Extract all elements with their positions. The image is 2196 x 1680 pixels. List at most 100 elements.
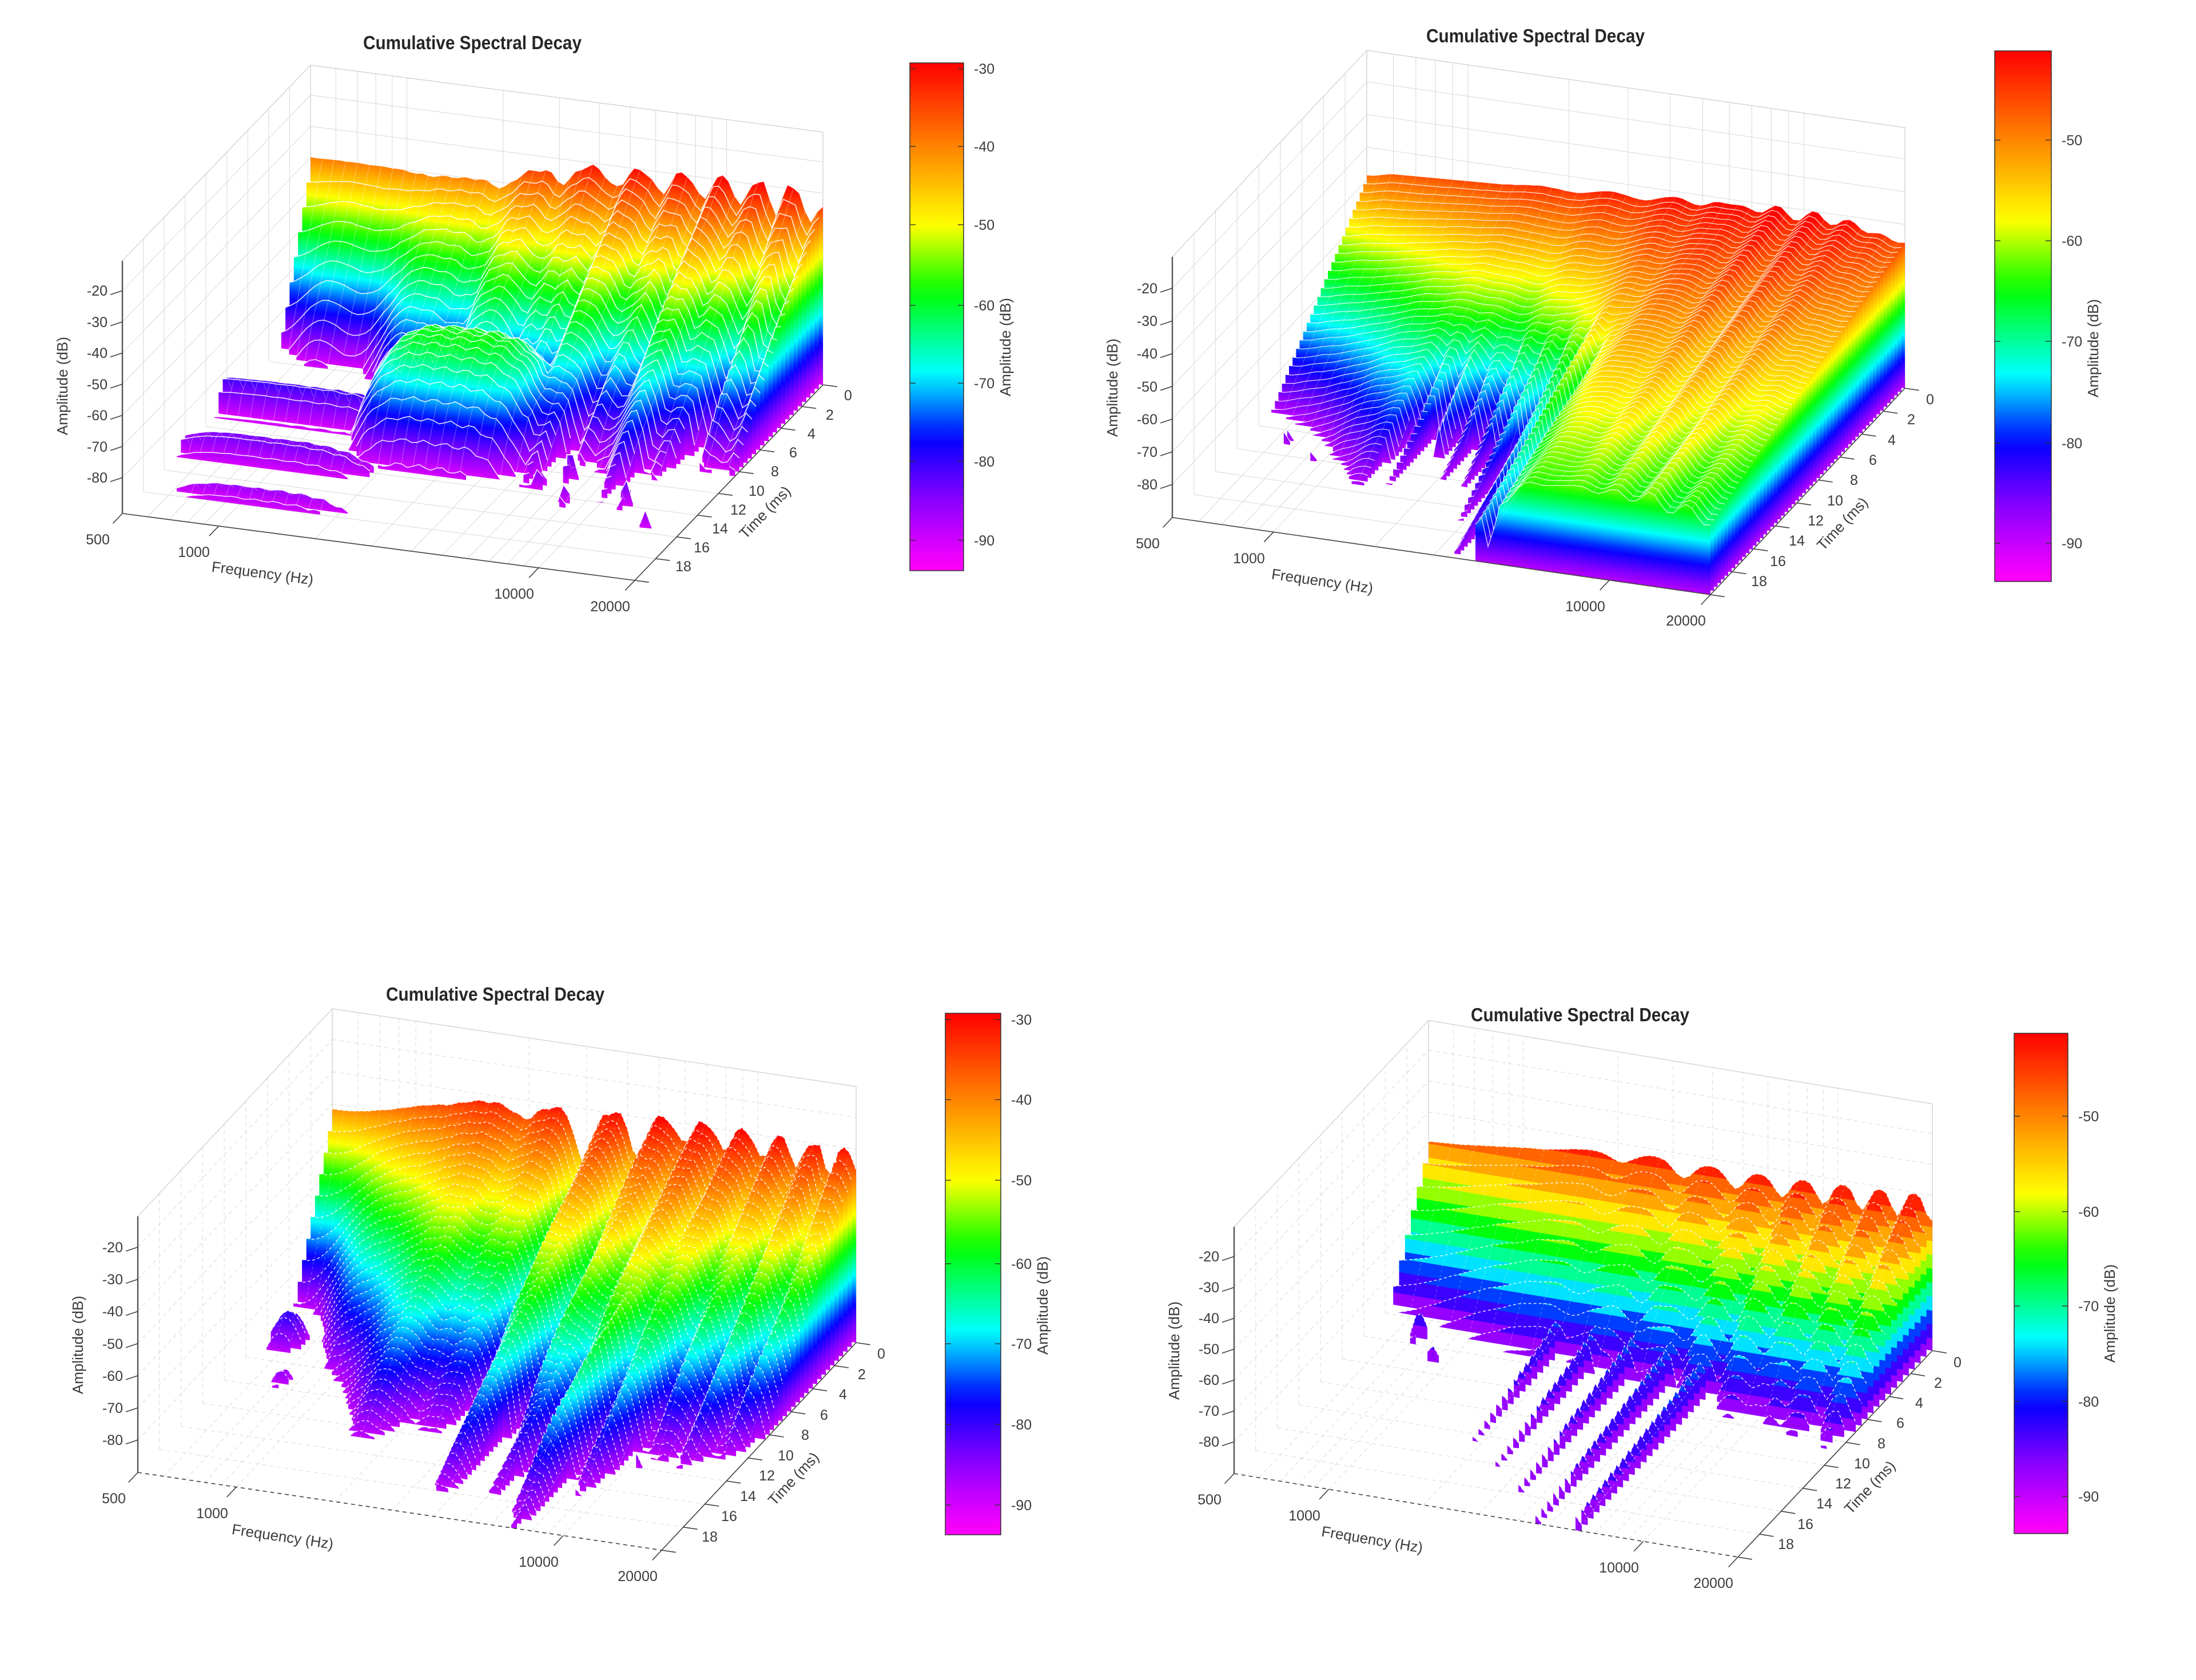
svg-text:-90: -90 xyxy=(2062,536,2082,552)
svg-text:-50: -50 xyxy=(2078,1109,2099,1125)
svg-text:-80: -80 xyxy=(2078,1394,2099,1410)
svg-text:-70: -70 xyxy=(1011,1336,1032,1352)
svg-text:10000: 10000 xyxy=(494,586,534,602)
svg-text:8: 8 xyxy=(1850,472,1858,488)
svg-text:14: 14 xyxy=(712,521,728,537)
svg-text:Amplitude (dB): Amplitude (dB) xyxy=(54,337,71,435)
svg-text:10000: 10000 xyxy=(1565,599,1605,615)
svg-text:-70: -70 xyxy=(87,439,108,455)
svg-text:Amplitude (dB): Amplitude (dB) xyxy=(69,1296,86,1394)
svg-text:16: 16 xyxy=(694,540,710,556)
svg-text:-60: -60 xyxy=(2062,233,2082,249)
svg-text:6: 6 xyxy=(820,1407,828,1423)
svg-text:Amplitude (dB): Amplitude (dB) xyxy=(2084,299,2102,397)
svg-text:20000: 20000 xyxy=(1693,1575,1733,1591)
svg-text:-40: -40 xyxy=(1199,1311,1219,1327)
svg-text:-20: -20 xyxy=(1199,1249,1219,1265)
svg-text:-30: -30 xyxy=(1199,1280,1219,1296)
svg-text:18: 18 xyxy=(1751,574,1767,590)
svg-text:18: 18 xyxy=(675,559,691,575)
svg-text:-80: -80 xyxy=(1137,477,1157,493)
svg-text:12: 12 xyxy=(730,502,746,518)
svg-text:-70: -70 xyxy=(1137,444,1157,460)
svg-text:6: 6 xyxy=(1869,452,1877,468)
svg-text:-30: -30 xyxy=(102,1272,123,1288)
svg-text:-60: -60 xyxy=(87,408,108,424)
svg-text:-80: -80 xyxy=(87,470,108,486)
svg-text:-60: -60 xyxy=(2078,1204,2099,1220)
svg-text:-60: -60 xyxy=(1199,1372,1219,1388)
svg-text:-30: -30 xyxy=(87,314,108,331)
svg-text:1000: 1000 xyxy=(1233,551,1265,567)
svg-text:2: 2 xyxy=(1907,412,1915,428)
svg-text:-40: -40 xyxy=(87,345,108,361)
svg-text:-50: -50 xyxy=(1137,379,1157,395)
svg-text:-80: -80 xyxy=(1199,1434,1219,1450)
svg-text:-70: -70 xyxy=(974,376,994,392)
svg-text:Cumulative Spectral Decay: Cumulative Spectral Decay xyxy=(1426,25,1645,46)
svg-text:-70: -70 xyxy=(2078,1299,2099,1315)
svg-text:20000: 20000 xyxy=(590,599,630,615)
svg-text:-80: -80 xyxy=(102,1432,123,1448)
svg-text:-40: -40 xyxy=(102,1304,123,1320)
svg-text:Amplitude (dB): Amplitude (dB) xyxy=(2101,1264,2118,1363)
svg-text:Amplitude (dB): Amplitude (dB) xyxy=(1034,1256,1051,1355)
svg-text:2: 2 xyxy=(1934,1375,1942,1391)
svg-text:10: 10 xyxy=(1854,1456,1870,1472)
svg-text:-70: -70 xyxy=(1199,1403,1219,1419)
svg-text:-50: -50 xyxy=(87,377,108,393)
svg-text:4: 4 xyxy=(839,1387,847,1403)
svg-text:4: 4 xyxy=(807,426,815,442)
svg-text:500: 500 xyxy=(86,532,110,548)
svg-text:-20: -20 xyxy=(102,1240,123,1256)
svg-text:10: 10 xyxy=(778,1448,794,1464)
svg-text:-20: -20 xyxy=(87,283,108,299)
svg-text:8: 8 xyxy=(1877,1436,1885,1452)
svg-text:Cumulative Spectral Decay: Cumulative Spectral Decay xyxy=(386,984,605,1005)
svg-text:-80: -80 xyxy=(1011,1417,1032,1433)
svg-text:500: 500 xyxy=(1136,536,1160,552)
svg-text:2: 2 xyxy=(826,407,834,423)
svg-text:Amplitude (dB): Amplitude (dB) xyxy=(997,298,1014,396)
svg-text:-40: -40 xyxy=(1011,1092,1032,1108)
svg-text:6: 6 xyxy=(789,445,797,461)
svg-text:-90: -90 xyxy=(974,533,994,549)
svg-text:-50: -50 xyxy=(1011,1173,1032,1189)
svg-text:20000: 20000 xyxy=(618,1568,658,1585)
svg-text:-80: -80 xyxy=(2062,436,2082,452)
svg-text:14: 14 xyxy=(1789,533,1805,549)
svg-text:1000: 1000 xyxy=(1288,1508,1320,1524)
svg-text:16: 16 xyxy=(1797,1516,1813,1532)
svg-text:10000: 10000 xyxy=(519,1554,559,1570)
svg-text:-90: -90 xyxy=(1011,1498,1032,1514)
svg-text:20000: 20000 xyxy=(1666,613,1706,629)
svg-text:-60: -60 xyxy=(1011,1256,1032,1272)
svg-text:-60: -60 xyxy=(102,1368,123,1384)
svg-text:-50: -50 xyxy=(974,217,994,233)
svg-text:-50: -50 xyxy=(1199,1341,1219,1357)
svg-text:12: 12 xyxy=(1835,1476,1851,1492)
svg-text:6: 6 xyxy=(1896,1415,1904,1431)
svg-text:Cumulative Spectral Decay: Cumulative Spectral Decay xyxy=(1471,1004,1690,1025)
svg-text:Amplitude (dB): Amplitude (dB) xyxy=(1104,339,1121,437)
svg-text:500: 500 xyxy=(1198,1492,1222,1508)
svg-text:-80: -80 xyxy=(974,454,994,470)
svg-text:-30: -30 xyxy=(1011,1012,1032,1028)
svg-text:16: 16 xyxy=(1770,554,1786,570)
svg-text:Cumulative Spectral Decay: Cumulative Spectral Decay xyxy=(363,32,582,53)
svg-text:14: 14 xyxy=(1816,1496,1832,1512)
svg-text:-60: -60 xyxy=(1137,412,1157,428)
svg-text:18: 18 xyxy=(702,1529,718,1545)
svg-text:12: 12 xyxy=(1808,513,1824,529)
svg-text:4: 4 xyxy=(1888,432,1896,448)
svg-text:500: 500 xyxy=(102,1491,126,1507)
svg-text:-60: -60 xyxy=(974,298,994,314)
svg-text:-30: -30 xyxy=(1137,313,1157,329)
svg-text:-50: -50 xyxy=(2062,133,2082,149)
svg-text:0: 0 xyxy=(1954,1355,1962,1371)
svg-text:8: 8 xyxy=(771,464,779,480)
svg-text:18: 18 xyxy=(1778,1536,1794,1552)
svg-text:2: 2 xyxy=(858,1367,866,1383)
svg-text:10: 10 xyxy=(749,483,765,499)
svg-text:-70: -70 xyxy=(102,1400,123,1416)
